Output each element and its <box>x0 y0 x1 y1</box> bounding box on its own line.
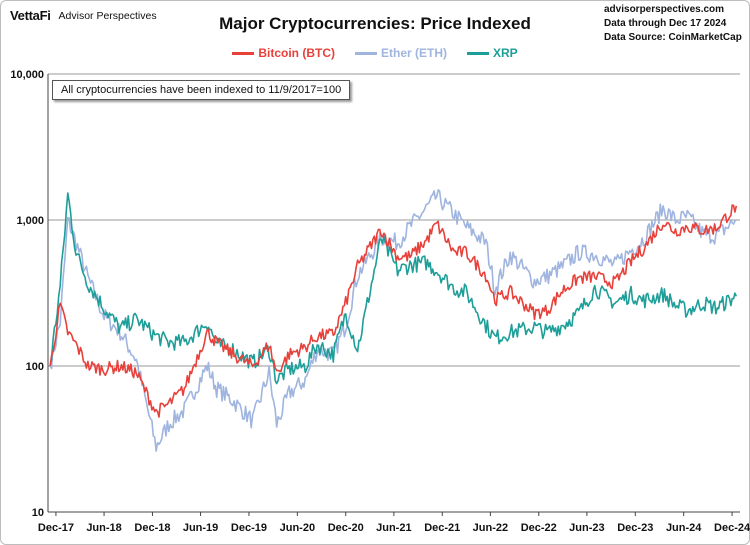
chart-title: Major Cryptocurrencies: Price Indexed <box>219 14 531 33</box>
index-note: All cryptocurrencies have been indexed t… <box>52 80 351 100</box>
legend-label-eth: Ether (ETH) <box>380 46 447 60</box>
x-tick-label: Dec-19 <box>231 522 267 534</box>
y-tick-label: 1,000 <box>16 215 44 227</box>
x-tick-label: Dec-17 <box>38 522 74 534</box>
legend-swatch-xrp <box>466 51 489 55</box>
y-tick-label: 10,000 <box>10 69 44 81</box>
y-tick-label: 10 <box>32 507 44 519</box>
logo: VettaFi Advisor Perspectives <box>10 8 157 23</box>
logo-subtitle: Advisor Perspectives <box>58 9 157 22</box>
eth-line <box>49 189 737 452</box>
btc-line <box>49 204 738 418</box>
source-line-provider: Data Source: CoinMarketCap <box>604 32 742 43</box>
source-line-date: Data through Dec 17 2024 <box>604 18 727 29</box>
x-tick-label: Dec-18 <box>134 522 170 534</box>
x-tick-label: Jun-20 <box>280 522 315 534</box>
legend: Bitcoin (BTC) Ether (ETH) XRP <box>0 46 750 60</box>
source-line-website: advisorperspectives.com <box>604 4 725 15</box>
x-tick-label: Dec-23 <box>617 522 653 534</box>
x-tick-label: Jun-21 <box>376 522 411 534</box>
x-tick-label: Jun-24 <box>666 522 702 534</box>
x-tick-label: Dec-21 <box>424 522 460 534</box>
x-tick-label: Dec-20 <box>328 522 364 534</box>
legend-label-xrp: XRP <box>492 46 518 60</box>
x-tick-label: Jun-18 <box>86 522 121 534</box>
xrp-line <box>49 192 738 385</box>
legend-item-btc: Bitcoin (BTC) <box>232 46 335 60</box>
legend-item-xrp: XRP <box>466 46 518 60</box>
logo-brand: VettaFi <box>10 8 51 23</box>
legend-item-eth: Ether (ETH) <box>354 46 447 60</box>
x-tick-label: Dec-22 <box>521 522 557 534</box>
legend-swatch-btc <box>232 51 255 55</box>
source-block: advisorperspectives.com Data through Dec… <box>604 3 742 45</box>
x-tick-label: Jun-22 <box>473 522 508 534</box>
legend-swatch-eth <box>354 51 377 55</box>
x-tick-label: Dec-24 <box>714 522 750 534</box>
legend-label-btc: Bitcoin (BTC) <box>258 46 335 60</box>
x-tick-label: Jun-19 <box>183 522 218 534</box>
y-tick-label: 100 <box>26 361 44 373</box>
x-tick-label: Jun-23 <box>569 522 604 534</box>
